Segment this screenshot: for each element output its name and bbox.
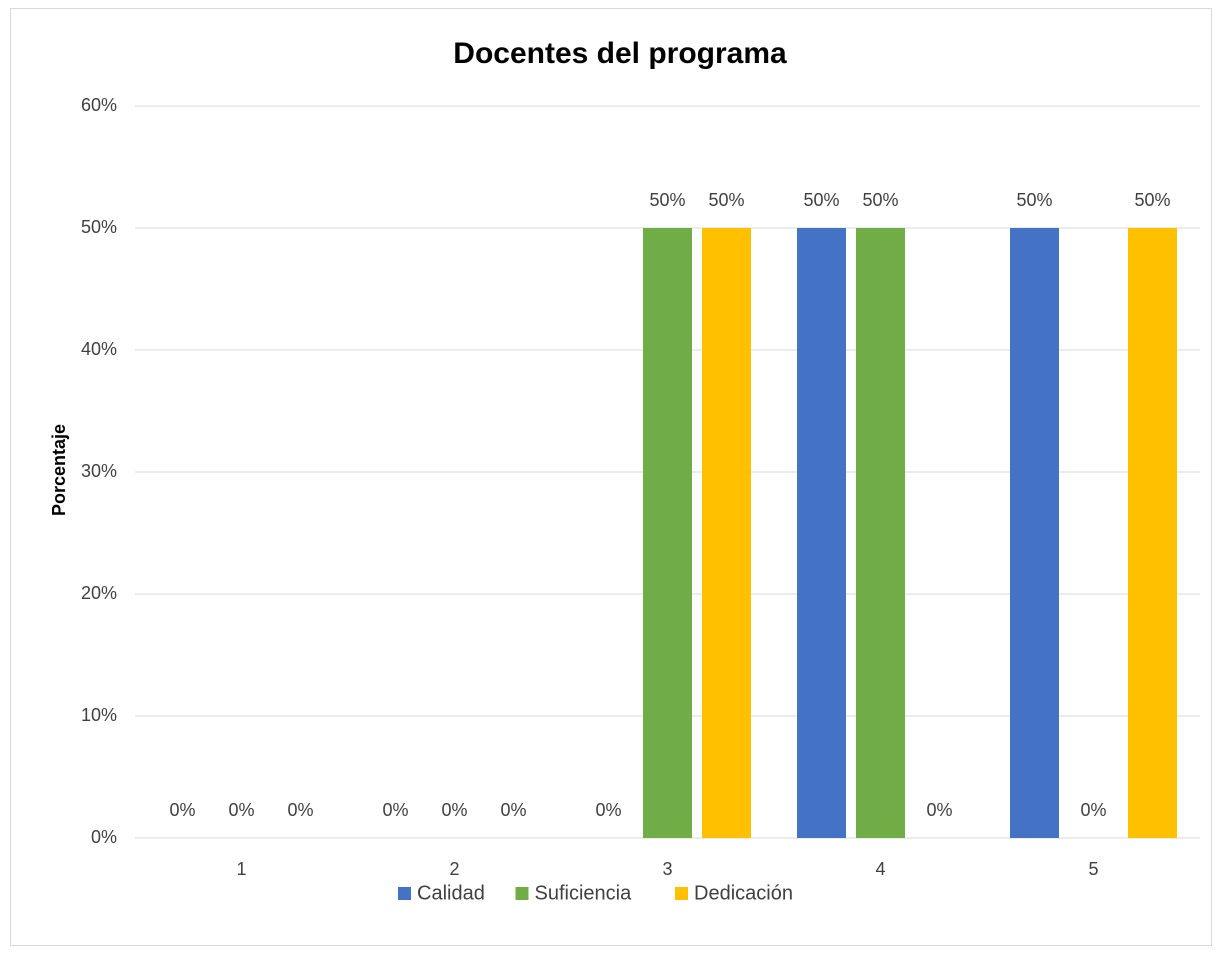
data-label: 0% bbox=[1080, 800, 1106, 820]
legend-label: Calidad bbox=[417, 882, 485, 904]
bar bbox=[702, 228, 751, 838]
y-tick-label: 30% bbox=[81, 461, 117, 481]
data-label: 0% bbox=[287, 800, 313, 820]
data-label: 0% bbox=[228, 800, 254, 820]
x-tick-label: 3 bbox=[662, 859, 672, 879]
legend-label: Dedicación bbox=[694, 882, 793, 904]
data-label: 50% bbox=[862, 190, 898, 210]
bar bbox=[643, 228, 692, 838]
data-label: 0% bbox=[382, 800, 408, 820]
data-label: 0% bbox=[926, 800, 952, 820]
data-label: 50% bbox=[649, 190, 685, 210]
data-label: 0% bbox=[595, 800, 621, 820]
y-tick-label: 40% bbox=[81, 339, 117, 359]
legend-label: Suficiencia bbox=[535, 882, 633, 904]
x-tick-label: 4 bbox=[875, 859, 885, 879]
data-label: 0% bbox=[441, 800, 467, 820]
data-label: 50% bbox=[803, 190, 839, 210]
bar bbox=[1010, 228, 1059, 838]
legend-swatch bbox=[398, 887, 411, 900]
legend-swatch bbox=[515, 887, 529, 900]
data-label: 50% bbox=[1134, 190, 1170, 210]
x-tick-label: 5 bbox=[1088, 859, 1098, 879]
bar bbox=[1128, 228, 1177, 838]
y-tick-label: 60% bbox=[81, 95, 117, 115]
bar bbox=[797, 228, 846, 838]
legend-swatch bbox=[675, 887, 688, 900]
bar bbox=[856, 228, 905, 838]
data-label: 0% bbox=[500, 800, 526, 820]
x-tick-label: 2 bbox=[449, 859, 459, 879]
y-axis-label: Porcentaje bbox=[49, 424, 69, 516]
y-tick-label: 50% bbox=[81, 217, 117, 237]
y-tick-label: 10% bbox=[81, 705, 117, 725]
y-tick-label: 20% bbox=[81, 583, 117, 603]
chart-title: Docentes del programa bbox=[453, 37, 787, 70]
data-label: 50% bbox=[1016, 190, 1052, 210]
data-label: 0% bbox=[169, 800, 195, 820]
y-tick-label: 0% bbox=[91, 827, 117, 847]
x-tick-label: 1 bbox=[236, 859, 246, 879]
data-label: 50% bbox=[708, 190, 744, 210]
